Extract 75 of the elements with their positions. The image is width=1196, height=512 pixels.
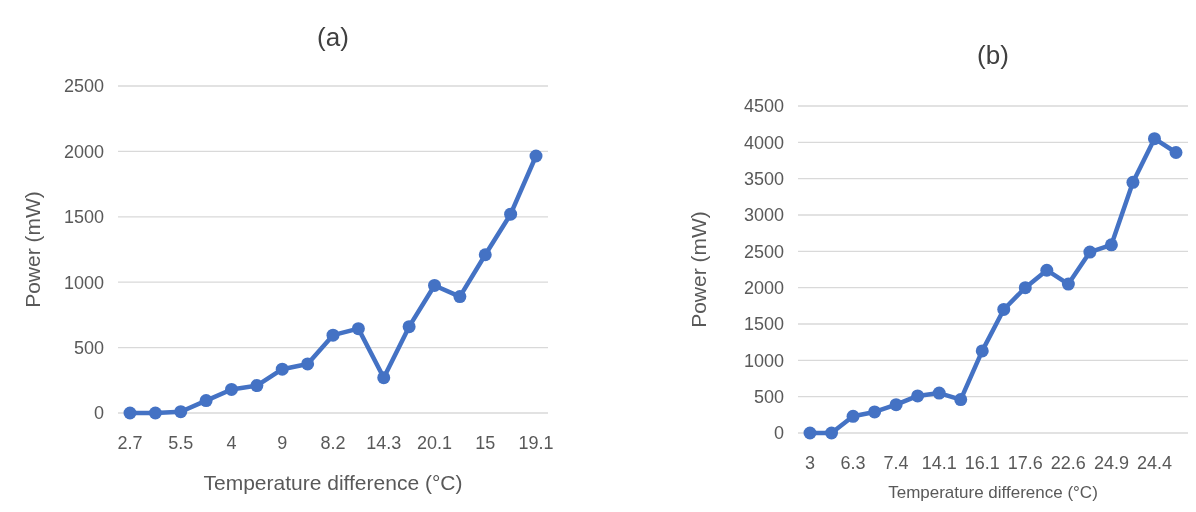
point [275, 362, 289, 376]
point [428, 278, 441, 292]
point [148, 406, 162, 420]
y-tick-label: 0 [93, 403, 104, 424]
point [1147, 132, 1161, 146]
x-tick-label: 14.1 [921, 453, 957, 473]
x-tick-label: 17.6 [1007, 453, 1043, 473]
point [803, 426, 817, 440]
y-tick-label: 2500 [743, 241, 784, 262]
x-tick-label: 4 [226, 433, 237, 453]
x-tick-label: 24.9 [1093, 453, 1129, 473]
y-tick-label: 2000 [63, 141, 104, 162]
point [975, 344, 989, 358]
point [954, 393, 968, 407]
point [301, 357, 315, 371]
point [868, 405, 882, 419]
y-tick-label: 4500 [743, 96, 784, 117]
y-axis-title: Power (mW) [21, 191, 44, 308]
x-tick-label: 7.4 [883, 453, 909, 473]
point [174, 405, 188, 419]
point [529, 149, 543, 163]
x-tick-label: 2.7 [117, 433, 143, 453]
y-tick-label: 0 [773, 423, 784, 444]
point [911, 389, 925, 403]
y-tick-label: 500 [73, 337, 104, 358]
point [889, 398, 903, 412]
point [478, 248, 492, 262]
point [326, 328, 340, 342]
y-tick-label: 1500 [743, 314, 784, 335]
y-tick-label: 1000 [743, 350, 784, 371]
y-tick-label: 2500 [63, 76, 104, 97]
x-tick-label: 19.1 [518, 433, 554, 453]
x-axis-title: Temperature difference (°C) [203, 471, 463, 494]
point [997, 302, 1011, 316]
point [225, 382, 238, 396]
point [199, 394, 213, 408]
point [1018, 281, 1032, 295]
x-tick-label: 15 [475, 433, 496, 453]
chart-title: (a) [317, 22, 349, 52]
point [1104, 238, 1118, 252]
chart-title: (b) [977, 40, 1009, 70]
point [377, 371, 391, 385]
x-tick-label: 5.5 [168, 433, 194, 453]
point [1169, 146, 1183, 160]
x-tick-label: 16.1 [964, 453, 1000, 473]
point [846, 409, 860, 423]
point [932, 386, 946, 400]
point [1061, 277, 1075, 291]
x-tick-label: 14.3 [366, 433, 402, 453]
point [453, 290, 467, 304]
point [504, 207, 518, 221]
y-tick-label: 500 [753, 386, 784, 407]
y-tick-label: 1000 [63, 272, 104, 293]
point [402, 320, 416, 334]
y-tick-label: 3000 [743, 205, 784, 226]
y-tick-label: 1500 [63, 207, 104, 228]
x-tick-label: 6.3 [840, 453, 866, 473]
y-axis-title: Power (mW) [687, 211, 710, 328]
point [1083, 245, 1097, 259]
point [1126, 175, 1140, 189]
x-tick-label: 24.4 [1136, 453, 1172, 473]
x-tick-label: 20.1 [416, 433, 453, 453]
y-tick-label: 3500 [743, 168, 784, 189]
point [351, 322, 365, 336]
x-tick-label: 8.2 [320, 433, 346, 453]
x-tick-label: 3 [804, 453, 816, 473]
point [123, 406, 137, 420]
point [250, 379, 264, 393]
y-tick-label: 2000 [743, 277, 784, 298]
point [825, 426, 839, 440]
x-axis-title: Temperature difference (°C) [888, 483, 1098, 502]
y-tick-label: 4000 [743, 132, 784, 153]
x-tick-label: 9 [277, 433, 288, 453]
point [1040, 263, 1054, 277]
x-tick-label: 22.6 [1050, 453, 1086, 473]
